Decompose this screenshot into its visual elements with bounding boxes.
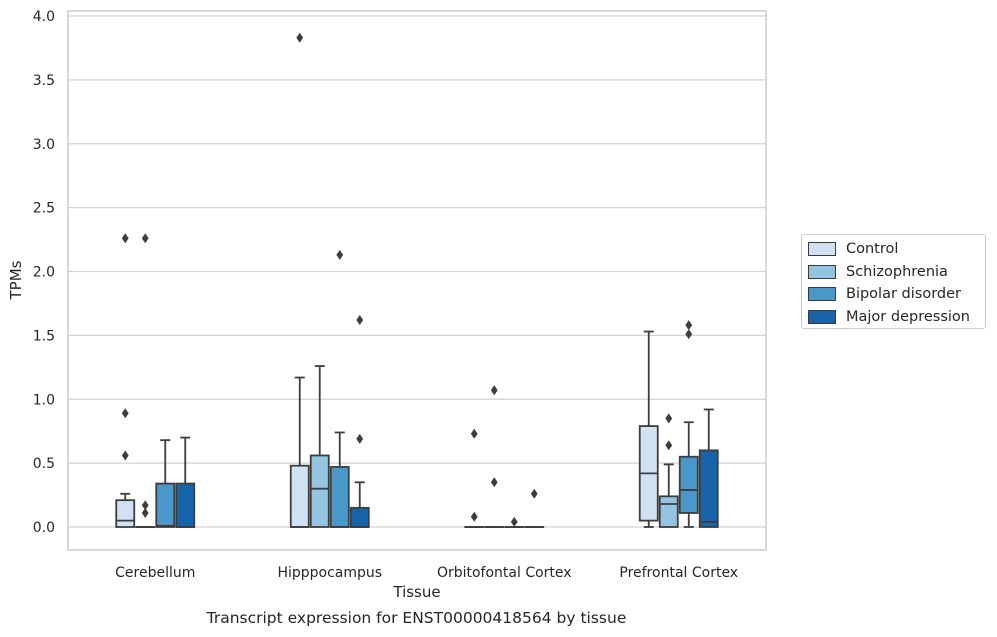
outlier-point <box>141 233 149 244</box>
plot-frame <box>67 10 767 551</box>
box-schizophrenia <box>309 365 330 528</box>
box-control <box>638 330 659 528</box>
box <box>329 466 350 528</box>
outlier-point <box>121 408 129 419</box>
box-major-depression <box>175 436 196 528</box>
y-tick-labels: 0.0 0.5 1.0 1.5 2.0 2.5 3.0 3.5 4.0 <box>33 9 55 536</box>
box-control <box>115 233 136 528</box>
y-tick-label: 1.0 <box>33 392 55 408</box>
y-tick-label: 2.5 <box>33 201 55 217</box>
outlier-point <box>490 385 498 396</box>
box-schizophrenia <box>135 233 156 529</box>
outlier-point <box>121 233 129 244</box>
y-tick-label: 3.0 <box>33 137 55 153</box>
box <box>309 454 330 528</box>
legend-swatch <box>808 309 836 324</box>
legend-item-control: Control <box>808 238 979 261</box>
box <box>115 499 136 528</box>
y-tick-label: 0.5 <box>33 456 55 472</box>
x-tick-labels: Cerebellum Hipppocampus Orbitofontal Corte… <box>115 565 738 581</box>
box <box>349 506 370 528</box>
legend-swatch <box>808 287 836 302</box>
outlier-point <box>665 413 673 424</box>
outlier-point <box>530 488 538 499</box>
x-tick-label: Hipppocampus <box>277 565 382 581</box>
y-axis-label: TPMs <box>7 260 25 300</box>
outlier-point <box>141 507 149 518</box>
outlier-point <box>296 32 304 43</box>
legend-label: Major depression <box>846 308 970 325</box>
legend-label: Schizophrenia <box>846 263 948 280</box>
y-tick-label: 4.0 <box>33 9 55 25</box>
box-bipolar-disorder <box>155 439 176 528</box>
y-tick-label: 2.0 <box>33 265 55 281</box>
y-tick-label: 3.5 <box>33 73 55 89</box>
legend-label: Control <box>846 241 899 258</box>
outlier-point <box>510 516 518 527</box>
outlier-point <box>470 511 478 522</box>
box-plot-marks <box>115 32 719 529</box>
outlier-point <box>685 320 693 331</box>
box-bipolar-disorder <box>329 249 350 528</box>
box <box>289 464 310 528</box>
outlier-point <box>685 329 693 340</box>
outlier-point <box>490 477 498 488</box>
box <box>658 495 679 528</box>
outlier-point <box>141 500 149 511</box>
x-tick-label: Prefrontal Cortex <box>619 565 738 581</box>
box-major-depression <box>698 408 719 528</box>
box <box>155 482 176 528</box>
legend-item-major-depression: Major depression <box>808 306 979 329</box>
y-tick-label: 1.5 <box>33 328 55 344</box>
outlier-point <box>336 249 344 260</box>
box-control <box>464 428 485 529</box>
legend: Control Schizophrenia Bipolar disorder M… <box>801 234 986 329</box>
legend-item-bipolar: Bipolar disorder <box>808 283 979 306</box>
y-tick-label: 0.0 <box>33 520 55 536</box>
x-axis-label: Tissue <box>392 583 440 601</box>
box <box>678 455 699 514</box>
legend-item-schizophrenia: Schizophrenia <box>808 261 979 284</box>
box-schizophrenia <box>484 385 505 529</box>
outlier-point <box>356 315 364 326</box>
box-bipolar-disorder <box>678 320 699 528</box>
legend-label: Bipolar disorder <box>846 286 961 303</box>
x-tick-label: Cerebellum <box>115 565 195 581</box>
legend-swatch <box>808 242 836 257</box>
outlier-point <box>121 450 129 461</box>
box <box>698 449 719 528</box>
chart-title: Transcript expression for ENST0000041856… <box>206 609 627 627</box>
box-control <box>289 32 310 528</box>
outlier-point <box>356 433 364 444</box>
box-schizophrenia <box>658 413 679 528</box>
box-bipolar-disorder <box>504 516 525 529</box>
x-tick-label: Orbitofontal Cortex <box>437 565 572 581</box>
outlier-point <box>470 428 478 439</box>
box <box>175 482 196 528</box>
box-major-depression <box>349 315 370 528</box>
box-major-depression <box>524 488 545 529</box>
outlier-point <box>665 440 673 451</box>
gridlines <box>68 15 766 528</box>
legend-swatch <box>808 264 836 279</box>
